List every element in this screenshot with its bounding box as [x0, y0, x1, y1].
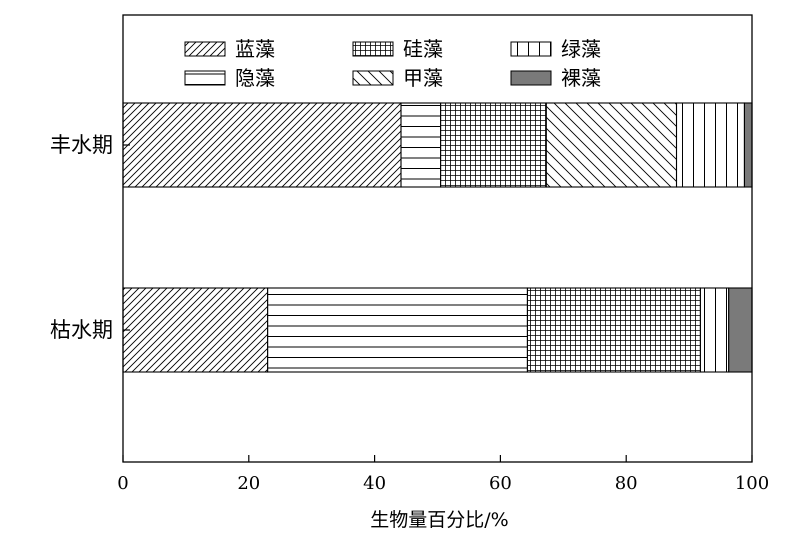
bar-segment-1-1 — [267, 287, 528, 373]
x-tick-label-5: 100 — [735, 473, 769, 494]
x-tick-label-3: 60 — [489, 473, 512, 494]
bar-segment-1-0 — [122, 287, 269, 373]
legend-swatch-2 — [510, 41, 552, 57]
bar-segment-0-2 — [440, 102, 547, 188]
plot-frame — [122, 14, 753, 463]
legend-swatch-0 — [184, 41, 226, 57]
x-tick-label-0: 0 — [117, 473, 128, 494]
legend-label-1: 硅藻 — [403, 37, 443, 61]
x-tick-label-4: 80 — [615, 473, 638, 494]
legend-label-3: 隐藻 — [235, 66, 275, 90]
bar-segment-0-4 — [675, 102, 746, 188]
legend-item-2: 绿藻 — [510, 37, 601, 61]
legend-label-4: 甲藻 — [403, 66, 443, 90]
bars-layer — [122, 102, 753, 373]
bar-segment-1-4 — [699, 287, 730, 373]
legend-swatch-4 — [352, 70, 394, 86]
x-tick-label-2: 40 — [363, 473, 386, 494]
x-axis-label: 生物量百分比/% — [370, 509, 508, 531]
legend-label-2: 绿藻 — [561, 37, 601, 61]
bar-segment-1-5 — [728, 287, 753, 373]
legend-swatch-1 — [352, 41, 394, 57]
bar-segment-0-1 — [400, 102, 442, 188]
x-tick-label-1: 20 — [237, 473, 260, 494]
legend-label-0: 蓝藻 — [235, 37, 275, 61]
bar-segment-0-5 — [743, 102, 753, 188]
legend-item-3: 隐藻 — [184, 66, 275, 90]
category-label-1: 枯水期 — [50, 318, 113, 342]
legend-swatch-5 — [510, 70, 552, 86]
category-label-0: 丰水期 — [50, 133, 113, 157]
bar-segment-0-3 — [545, 102, 678, 188]
legend-item-5: 裸藻 — [510, 66, 601, 90]
bar-segment-0-0 — [122, 102, 402, 188]
legend-item-4: 甲藻 — [352, 66, 443, 90]
bar-segment-1-2 — [526, 287, 701, 373]
legend-item-0: 蓝藻 — [184, 37, 275, 61]
legend-item-1: 硅藻 — [352, 37, 443, 61]
legend-swatch-3 — [184, 70, 226, 86]
legend-label-5: 裸藻 — [561, 66, 601, 90]
